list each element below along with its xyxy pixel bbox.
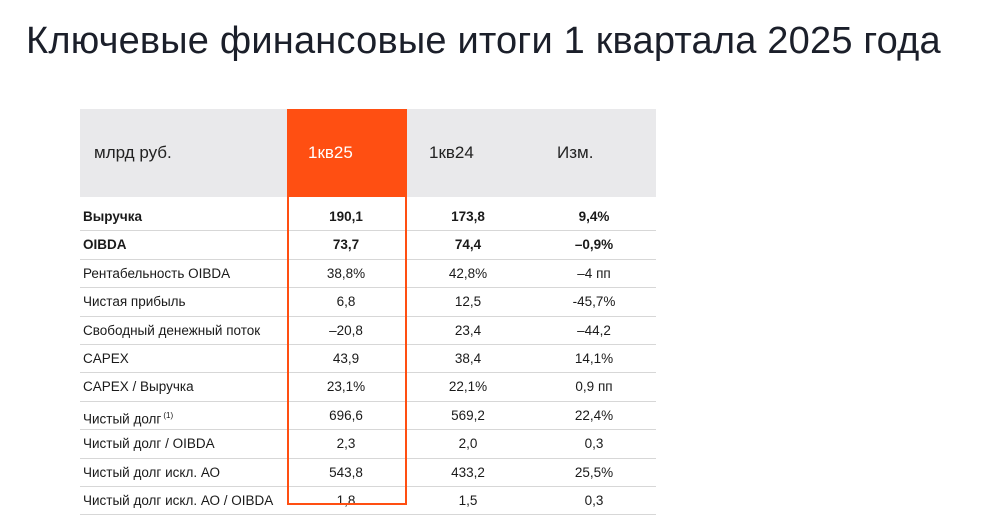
- table-row: OIBDA 73,7 74,4 –0,9%: [80, 231, 656, 260]
- row-label: Свободный денежный поток: [83, 317, 260, 344]
- header-current-quarter: 1кв25: [308, 143, 353, 162]
- row-label: CAPEX: [83, 345, 129, 372]
- value-current-quarter: 6,8: [336, 294, 356, 310]
- value-change: –4 пп: [577, 265, 611, 281]
- value-current-quarter: 190,1: [329, 209, 363, 224]
- row-label-text: Чистый долг искл. АО / OIBDA: [83, 492, 274, 508]
- row-label-text: OIBDA: [83, 237, 127, 253]
- row-label: Чистая прибыль: [83, 288, 186, 315]
- table-row: Чистый долг / OIBDA 2,3 2,0 0,3: [80, 430, 656, 459]
- row-label-text: Чистый долг / OIBDA: [83, 436, 215, 452]
- row-label: Выручка: [83, 203, 142, 230]
- financial-results-table: млрд руб. 1кв24 Изм. Выручка 190,1 173,8 9,…: [80, 109, 656, 516]
- row-label: CAPEX / Выручка: [83, 373, 194, 400]
- value-change: 0,3: [584, 492, 604, 508]
- row-label: Чистый долг (1): [83, 402, 173, 429]
- value-current-quarter: 23,1%: [326, 379, 366, 395]
- value-previous-quarter: 22,1%: [448, 379, 488, 395]
- row-label: OIBDA: [83, 231, 127, 258]
- value-previous-quarter: 1,5: [458, 492, 478, 508]
- value-current-quarter: 696,6: [329, 407, 363, 423]
- row-label-text: Выручка: [83, 209, 142, 224]
- value-previous-quarter: 569,2: [451, 407, 485, 423]
- value-change: 0,9 пп: [575, 379, 613, 395]
- value-current-quarter: 73,7: [332, 237, 360, 253]
- value-previous-quarter: 433,2: [451, 464, 485, 480]
- value-previous-quarter: 2,0: [458, 436, 478, 452]
- value-previous-quarter: 12,5: [454, 294, 482, 310]
- value-change: 0,3: [584, 436, 604, 452]
- table-row: Чистый долг искл. АО / OIBDA 1,8 1,5 0,3: [80, 487, 656, 516]
- row-label-text: Чистый долг искл. АО: [83, 464, 221, 480]
- table-row: Выручка 190,1 173,8 9,4%: [80, 203, 656, 232]
- row-label: Чистый долг / OIBDA: [83, 430, 215, 457]
- value-current-quarter: 543,8: [329, 464, 363, 480]
- value-previous-quarter: 23,4: [454, 322, 482, 338]
- footnote-marker: (1): [163, 410, 174, 420]
- table-row: CAPEX 43,9 38,4 14,1%: [80, 345, 656, 374]
- value-current-quarter: 43,9: [332, 350, 360, 366]
- header-previous-quarter: 1кв24: [429, 143, 474, 162]
- row-label-text: Рентабельность OIBDA: [83, 265, 231, 281]
- table-row: Чистый долг (1) 696,6 569,2 22,4%: [80, 402, 656, 431]
- row-label-text: CAPEX / Выручка: [83, 379, 194, 395]
- value-change: 14,1%: [574, 350, 614, 366]
- value-change: -45,7%: [572, 294, 616, 310]
- value-change: 9,4%: [578, 209, 610, 224]
- table-row: Чистый долг искл. АО 543,8 433,2 25,5%: [80, 459, 656, 487]
- row-label: Чистый долг искл. АО: [83, 459, 220, 486]
- value-previous-quarter: 42,8%: [448, 265, 488, 281]
- value-current-quarter: 2,3: [336, 436, 356, 452]
- value-change: 25,5%: [574, 464, 614, 480]
- value-current-quarter: 1,8: [336, 492, 356, 508]
- header-unit: млрд руб.: [94, 143, 172, 162]
- page-title: Ключевые финансовые итоги 1 квартала 202…: [26, 20, 941, 62]
- header-change: Изм.: [557, 143, 594, 162]
- table-row: Чистая прибыль 6,8 12,5 -45,7%: [80, 288, 656, 317]
- value-current-quarter: 38,8%: [326, 265, 366, 281]
- row-label: Чистый долг искл. АО / OIBDA: [83, 487, 273, 514]
- value-previous-quarter: 74,4: [454, 237, 482, 253]
- table-row: Рентабельность OIBDA 38,8% 42,8% –4 пп: [80, 260, 656, 289]
- table-row: CAPEX / Выручка 23,1% 22,1% 0,9 пп: [80, 373, 656, 402]
- value-previous-quarter: 173,8: [451, 209, 485, 224]
- current-quarter-header-highlight: 1кв25: [287, 109, 407, 197]
- value-change: –44,2: [577, 322, 611, 338]
- value-previous-quarter: 38,4: [454, 350, 482, 366]
- table-row: Свободный денежный поток –20,8 23,4 –44,2: [80, 317, 656, 345]
- value-change: 22,4%: [574, 407, 614, 423]
- row-label-text: Чистая прибыль: [83, 294, 186, 310]
- row-label-text: Чистый долг: [83, 411, 162, 427]
- value-current-quarter: –20,8: [329, 322, 363, 338]
- row-label: Рентабельность OIBDA: [83, 260, 230, 287]
- row-label-text: CAPEX: [83, 350, 129, 366]
- row-label-text: Свободный денежный поток: [83, 322, 261, 338]
- table-body: Выручка 190,1 173,8 9,4% OIBDA 73,7 74,4 –0,9% Р…: [80, 203, 656, 516]
- value-change: –0,9%: [574, 237, 614, 253]
